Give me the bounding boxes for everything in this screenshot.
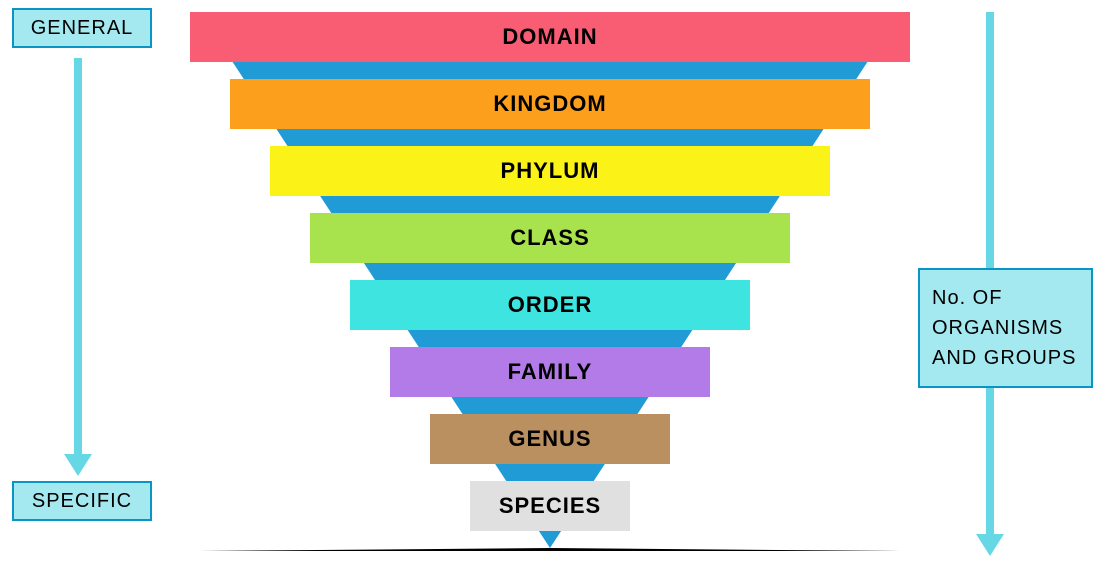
level-label: GENUS bbox=[508, 426, 591, 452]
level-label: DOMAIN bbox=[502, 24, 597, 50]
level-label: SPECIES bbox=[499, 493, 601, 519]
level-bar-species: SPECIES bbox=[470, 481, 630, 531]
level-label: CLASS bbox=[510, 225, 590, 251]
label-general: GENERAL bbox=[12, 8, 152, 48]
level-bar-family: FAMILY bbox=[390, 347, 710, 397]
level-label: PHYLUM bbox=[501, 158, 600, 184]
taxonomy-diagram: DOMAIN KINGDOM PHYLUM CLASS ORDER FAMILY… bbox=[0, 0, 1100, 579]
left-arrow-shaft bbox=[74, 58, 82, 454]
level-label: ORDER bbox=[508, 292, 592, 318]
level-bar-phylum: PHYLUM bbox=[270, 146, 830, 196]
level-bar-domain: DOMAIN bbox=[190, 12, 910, 62]
left-arrow-head-icon bbox=[64, 454, 92, 476]
label-line: No. OF bbox=[932, 283, 1081, 313]
level-bar-order: ORDER bbox=[350, 280, 750, 330]
label-text: GENERAL bbox=[31, 17, 134, 40]
level-bar-kingdom: KINGDOM bbox=[230, 79, 870, 129]
right-arrow-head-icon bbox=[976, 534, 1004, 556]
label-line: AND GROUPS bbox=[932, 343, 1081, 373]
level-bar-genus: GENUS bbox=[430, 414, 670, 464]
label-organisms-count: No. OF ORGANISMS AND GROUPS bbox=[918, 268, 1093, 388]
level-bar-class: CLASS bbox=[310, 213, 790, 263]
level-label: KINGDOM bbox=[493, 91, 606, 117]
label-text: SPECIFIC bbox=[32, 490, 132, 513]
label-specific: SPECIFIC bbox=[12, 481, 152, 521]
label-line: ORGANISMS bbox=[932, 313, 1081, 343]
level-label: FAMILY bbox=[508, 359, 593, 385]
